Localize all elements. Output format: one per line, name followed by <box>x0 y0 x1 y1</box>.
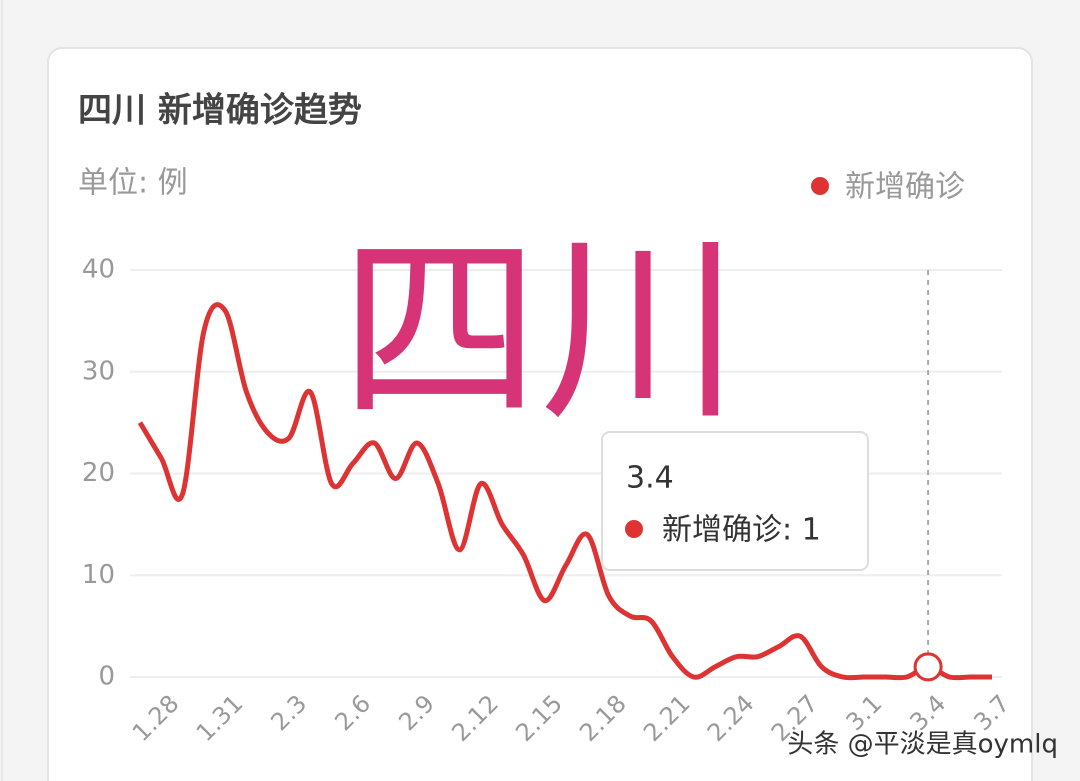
y-tick-label: 20 <box>82 458 115 488</box>
card <box>47 47 1033 781</box>
legend-label: 新增确诊 <box>845 170 965 205</box>
data-line <box>137 302 992 681</box>
y-tick-label: 30 <box>82 356 115 386</box>
chart-title: 四川 新增确诊趋势 <box>78 91 362 131</box>
tooltip-marker <box>625 520 643 538</box>
tooltip-title: 3.4 <box>626 461 674 496</box>
tooltip-label: 新增确诊: 1 <box>662 513 821 548</box>
legend-marker <box>811 177 829 195</box>
footer-credit: 头条 @平淡是真oymlq <box>787 730 1058 760</box>
y-tick-label: 40 <box>82 255 115 285</box>
tooltip-box <box>601 431 869 571</box>
watermark: 四川 <box>340 215 740 448</box>
y-tick-label: 0 <box>98 662 115 692</box>
y-tick-label: 10 <box>82 560 115 590</box>
subtitle: 单位: 例 <box>78 166 188 201</box>
hover-point <box>913 652 943 682</box>
